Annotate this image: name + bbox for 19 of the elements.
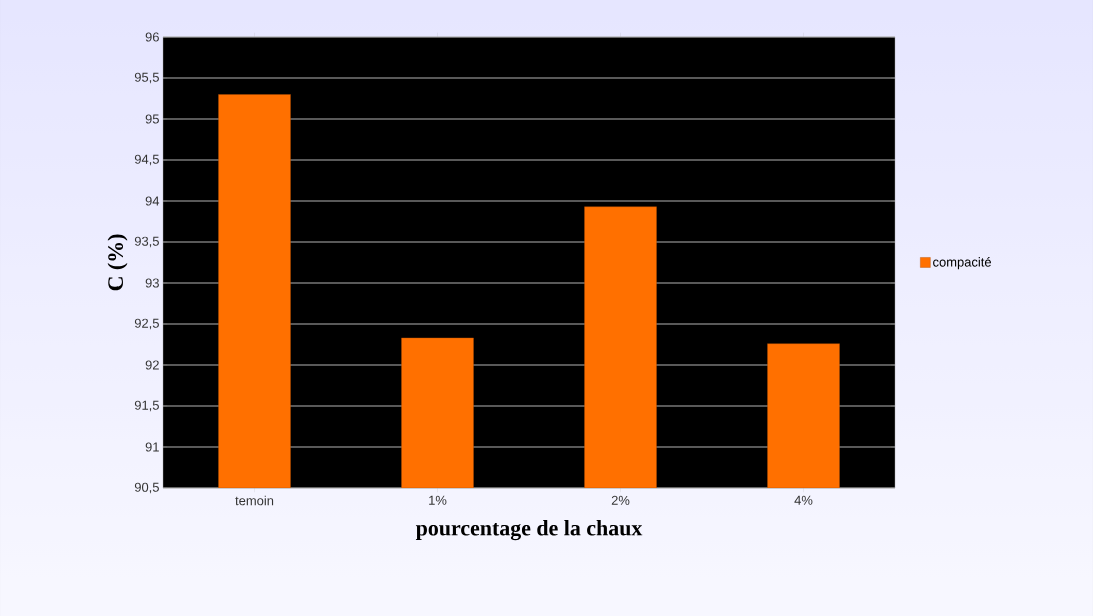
x-tick-label: 2% [611, 495, 630, 505]
x-axis-title: pourcentage de la chaux [415, 520, 643, 541]
y-tick-label: 90,5 [134, 482, 159, 494]
y-axis-title: C (%) [107, 234, 128, 291]
y-tick-label: 95,5 [134, 72, 159, 84]
x-tick-label: temoin [235, 495, 274, 506]
y-tick-label: 94,5 [134, 154, 159, 166]
y-tick-label: 94 [145, 196, 160, 206]
y-tick-label: 96 [145, 32, 159, 42]
y-tick-label: 91,5 [134, 400, 159, 412]
y-tick-label: 92,5 [134, 318, 159, 330]
y-tick-label: 92 [145, 360, 159, 370]
y-tick-label: 91 [145, 442, 159, 452]
y-tick-label: 95 [145, 114, 159, 124]
legend-label: compacité [933, 256, 991, 270]
x-tick-label: 4% [794, 495, 813, 505]
y-tick-label: 93 [145, 278, 159, 288]
x-tick-label: 1% [429, 495, 447, 505]
y-tick-label: 93,5 [134, 236, 159, 248]
